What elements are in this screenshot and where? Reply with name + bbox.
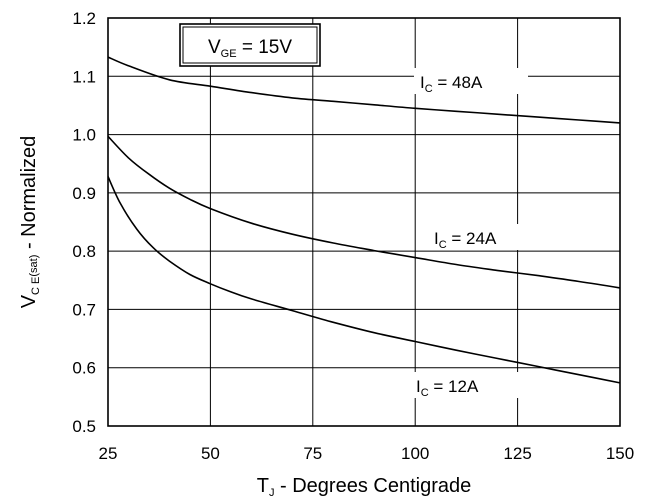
curves — [107, 56, 621, 384]
curve-label-48a-main: I — [420, 73, 425, 92]
y-tick-label: 0.6 — [72, 359, 96, 378]
curve-label-24a-rest: = 24A — [447, 229, 497, 248]
grid — [107, 17, 621, 427]
x-tick-label: 50 — [201, 444, 220, 463]
x-axis-title: TJ - Degrees Centigrade — [257, 475, 472, 499]
svg-text:IC = 24A: IC = 24A — [434, 229, 497, 251]
curve-label-24a: IC = 24A — [428, 224, 542, 251]
y-tick-label: 1.1 — [72, 67, 96, 86]
annotation-box: VGE = 15V — [179, 23, 321, 67]
x-tick-label: 150 — [606, 444, 634, 463]
y-axis-title-main: V — [18, 294, 40, 308]
curve-label-24a-main: I — [434, 229, 439, 248]
svg-text:IC = 48A: IC = 48A — [420, 73, 483, 95]
y-tick-label: 0.9 — [72, 184, 96, 203]
plot-frame — [107, 17, 621, 427]
curve-label-12a-sub: C — [421, 387, 429, 399]
y-tick-label: 0.7 — [72, 300, 96, 319]
y-axis-title: VC E(sat) - Normalized — [18, 136, 42, 309]
y-tick-label: 0.5 — [72, 417, 96, 436]
curve-label-24a-sub: C — [439, 239, 447, 251]
annotation-main: V — [208, 37, 221, 58]
x-axis-title-main: T — [257, 475, 269, 497]
y-tick-label: 0.8 — [72, 242, 96, 261]
series-12a-line — [107, 176, 621, 384]
x-tick-label: 25 — [99, 444, 118, 463]
annotation-rest: = 15V — [237, 37, 293, 58]
series-24a-line — [107, 135, 621, 289]
annotation-text: VGE = 15V — [208, 37, 292, 60]
y-axis-title-sub1: C E — [30, 277, 42, 295]
y-axis-title-sub2: (sat) — [28, 255, 40, 277]
curve-label-48a: IC = 48A — [414, 68, 528, 95]
x-tick-label: 125 — [503, 444, 531, 463]
curve-label-12a-rest: = 12A — [429, 377, 479, 396]
curve-label-12a: IC = 12A — [410, 372, 524, 399]
annotation-sub: GE — [221, 48, 237, 60]
curve-label-48a-sub: C — [425, 83, 433, 95]
x-tick-label: 75 — [303, 444, 322, 463]
y-tick-label: 1.0 — [72, 126, 96, 145]
x-axis-title-sub: J — [269, 487, 275, 499]
curve-label-12a-main: I — [416, 377, 421, 396]
y-tick-labels: 0.5 0.6 0.7 0.8 0.9 1.0 1.1 1.2 — [72, 9, 96, 436]
x-tick-label: 100 — [401, 444, 429, 463]
y-axis-title-rest: - Normalized — [18, 136, 40, 255]
curve-label-48a-rest: = 48A — [433, 73, 483, 92]
y-tick-label: 1.2 — [72, 9, 96, 28]
series-48a-line — [107, 56, 621, 124]
svg-text:IC = 12A: IC = 12A — [416, 377, 479, 399]
x-tick-labels: 25 50 75 100 125 150 — [99, 444, 635, 463]
x-axis-title-rest: - Degrees Centigrade — [274, 475, 471, 497]
